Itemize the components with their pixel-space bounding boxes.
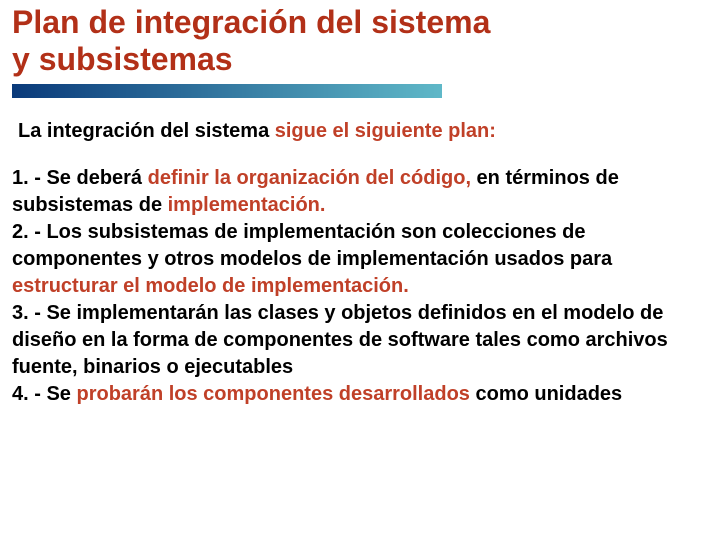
slide: Plan de integración del sistema y subsis… — [0, 0, 720, 540]
slide-title: Plan de integración del sistema y subsis… — [12, 4, 708, 78]
intro-plain: La integración del sistema — [18, 120, 275, 142]
title-line-1: Plan de integración del sistema — [12, 4, 490, 40]
p3-a: 3. - Se implementarán las clases y objet… — [12, 302, 668, 378]
title-line-2: y subsistemas — [12, 41, 233, 77]
p4-a: 4. - Se — [12, 383, 76, 405]
p2-b: estructurar el modelo de implementación. — [12, 275, 409, 297]
body-text: 1. - Se deberá definir la organización d… — [12, 165, 708, 408]
divider-bar — [12, 84, 442, 98]
p1-b: definir la organización del código, — [148, 167, 471, 189]
p2-a: 2. - Los subsistemas de implementación s… — [12, 221, 612, 270]
p4-c: como unidades — [470, 383, 622, 405]
p1-a: 1. - Se deberá — [12, 167, 148, 189]
intro-accent: sigue el siguiente plan: — [275, 120, 496, 142]
p4-b: probarán los componentes desarrollados — [76, 383, 469, 405]
p1-d: implementación. — [168, 194, 326, 216]
intro-line: La integración del sistema sigue el sigu… — [18, 120, 708, 143]
